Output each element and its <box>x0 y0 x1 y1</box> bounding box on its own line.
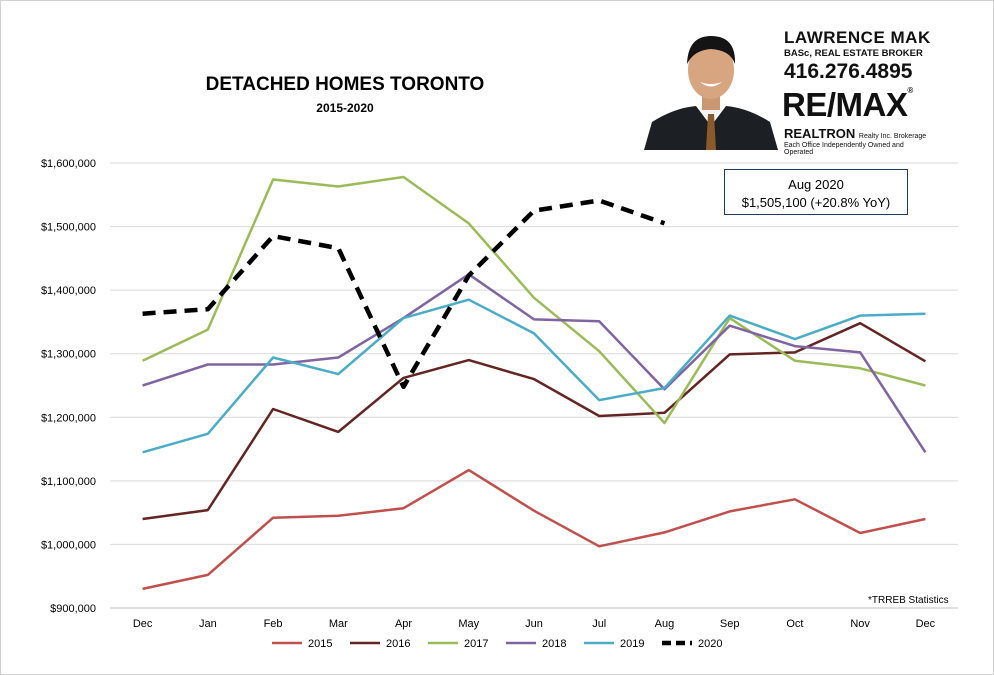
brokerage-name: REALTRON Realty Inc. Brokerage <box>784 126 926 141</box>
aug-2020-callout: Aug 2020 $1,505,100 (+20.8% YoY) <box>724 169 908 215</box>
chart-subtitle: 2015-2020 <box>316 101 374 115</box>
brokerage-suffix: Realty Inc. Brokerage <box>858 133 927 140</box>
agent-branding: LAWRENCE MAK BASc, REAL ESTATE BROKER 41… <box>622 12 934 156</box>
source-note: *TRREB Statistics <box>868 595 949 606</box>
registered-mark: ® <box>907 86 913 95</box>
remax-logo-text: RE/MAX <box>782 86 908 123</box>
agent-portrait-icon <box>644 36 778 150</box>
agent-photo <box>644 22 778 150</box>
callout-line-1: Aug 2020 <box>788 177 844 192</box>
office-note: Each Office Independently Owned and Oper… <box>784 142 904 156</box>
agent-name: LAWRENCE MAK <box>784 28 931 47</box>
callout-line-2: $1,505,100 (+20.8% YoY) <box>741 195 891 210</box>
chart-title: DETACHED HOMES TORONTO <box>205 74 485 95</box>
brokerage-label: REALTRON <box>784 126 856 141</box>
agent-role: BASc, REAL ESTATE BROKER <box>784 48 923 59</box>
remax-logo: RE/MAX® <box>782 86 913 124</box>
agent-phone: 416.276.4895 <box>784 60 913 83</box>
